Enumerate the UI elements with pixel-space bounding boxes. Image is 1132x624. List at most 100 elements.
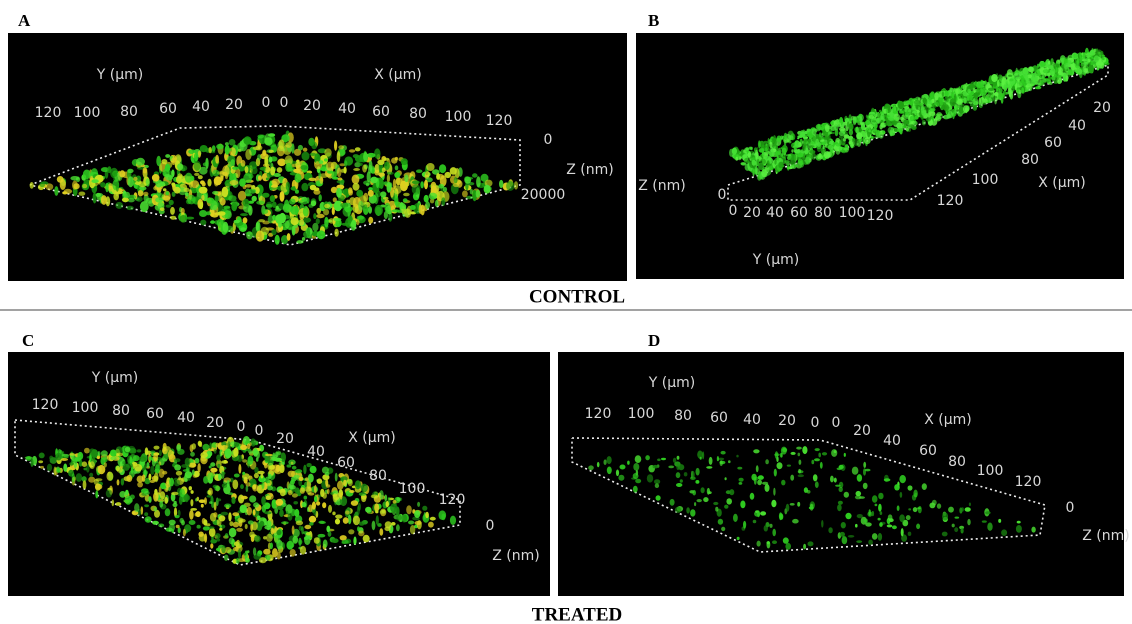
speckle: [969, 102, 973, 104]
speckle: [332, 538, 339, 543]
speckle: [426, 163, 434, 171]
speckle: [358, 201, 363, 211]
speckle: [894, 114, 901, 121]
speckle: [256, 201, 265, 205]
y-tick-label: 20: [225, 97, 243, 113]
speckle: [401, 158, 408, 165]
speckle: [232, 200, 238, 210]
speckle: [1001, 529, 1007, 536]
speckle: [221, 545, 226, 553]
speckle: [54, 186, 58, 196]
speckle: [382, 510, 386, 513]
speckle: [888, 116, 895, 121]
z-label: Z (nm): [492, 548, 539, 564]
speckle: [984, 80, 987, 85]
speckle: [745, 147, 749, 150]
speckle: [700, 457, 702, 460]
speckle: [171, 451, 174, 454]
speckle: [207, 179, 211, 187]
speckle: [234, 442, 239, 447]
speckle: [262, 209, 268, 214]
speckle: [295, 469, 302, 473]
speckle: [795, 140, 800, 147]
speckle: [334, 141, 337, 151]
speckle: [859, 129, 862, 133]
speckle: [718, 519, 723, 525]
speckle: [125, 447, 131, 452]
speckle: [272, 548, 278, 557]
speckle: [607, 456, 612, 464]
speckle: [758, 475, 764, 480]
speckle: [183, 529, 186, 537]
speckle: [229, 537, 234, 544]
x-tick-label: 20: [303, 98, 321, 114]
speckle: [316, 214, 325, 218]
speckle: [1040, 62, 1046, 67]
speckle: [784, 133, 787, 140]
speckle: [311, 142, 317, 150]
speckle: [384, 211, 388, 219]
speckle: [755, 166, 758, 173]
x-tick-label: 120: [486, 113, 513, 129]
speckle: [857, 116, 862, 119]
speckle: [692, 490, 696, 496]
speckle: [313, 509, 316, 516]
speckle: [289, 199, 295, 205]
speckle: [306, 487, 312, 495]
speckle: [154, 489, 157, 495]
speckle: [222, 172, 227, 176]
speckle: [217, 219, 224, 227]
speckle: [889, 129, 892, 136]
speckle: [63, 464, 67, 472]
speckle: [293, 501, 298, 504]
speckle: [932, 500, 937, 506]
speckle: [696, 468, 700, 476]
speckle: [187, 195, 196, 205]
speckle: [845, 513, 851, 519]
speckle: [656, 495, 661, 500]
speckle: [307, 197, 310, 204]
speckle: [261, 227, 269, 236]
speckle: [207, 198, 215, 204]
speckle: [138, 190, 144, 196]
speckle: [396, 497, 400, 501]
speckle: [253, 502, 259, 507]
speckle: [386, 501, 389, 507]
speckle: [872, 533, 878, 540]
speckle: [324, 148, 331, 157]
speckle: [627, 461, 630, 465]
speckle: [246, 231, 253, 239]
speckle: [150, 466, 154, 475]
speckle: [828, 527, 832, 533]
speckle: [974, 92, 978, 99]
speckle: [152, 521, 159, 525]
speckle: [798, 453, 801, 457]
speckle: [375, 205, 383, 216]
speckle: [717, 456, 719, 461]
speckle: [872, 495, 878, 502]
speckle: [199, 499, 206, 503]
speckle: [967, 95, 970, 98]
speckle: [942, 92, 944, 97]
speckle: [1050, 68, 1056, 76]
speckle: [349, 149, 355, 152]
speckle: [246, 193, 253, 196]
speckle: [185, 173, 193, 183]
speckle: [653, 465, 659, 469]
speckle: [835, 485, 841, 487]
speckle: [125, 495, 132, 504]
speckle: [780, 513, 784, 519]
speckle: [812, 128, 817, 135]
speckle: [899, 111, 904, 114]
speckle: [899, 475, 906, 483]
speckle: [472, 173, 478, 177]
speckle: [818, 153, 821, 158]
speckle: [243, 217, 248, 223]
speckle: [192, 469, 195, 475]
y-tick-label: 0: [262, 95, 271, 111]
speckle: [219, 528, 222, 531]
speckle: [797, 502, 800, 507]
speckle: [165, 175, 173, 180]
speckle: [170, 207, 175, 215]
speckle: [736, 455, 738, 458]
